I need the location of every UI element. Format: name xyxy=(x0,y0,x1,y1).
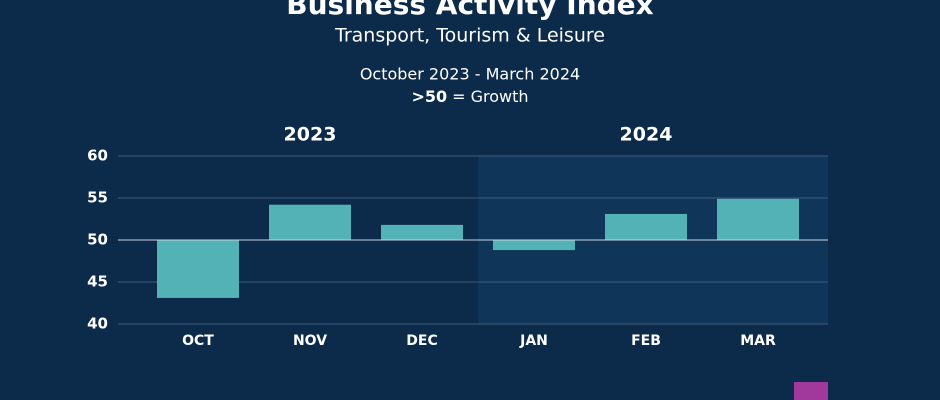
marks: OCT NOV DEC JAN FEB MAR xyxy=(118,198,828,349)
bar xyxy=(605,213,687,240)
x-tick-label: DEC xyxy=(406,333,437,349)
logo xyxy=(794,382,828,400)
x-tick-label: MAR xyxy=(740,333,776,349)
bar xyxy=(493,240,575,251)
chart-title: Business Activity Index xyxy=(286,0,653,21)
y-tick-label: 55 xyxy=(87,189,108,207)
x-tick-label: JAN xyxy=(519,333,548,349)
group-label: 2024 xyxy=(620,124,673,146)
x-tick-label: NOV xyxy=(293,333,327,349)
period: October 2023 - March 2024 xyxy=(360,65,580,84)
bar xyxy=(717,198,799,240)
note-rest: = Growth xyxy=(452,87,528,106)
chart-subtitle: Transport, Tourism & Leisure xyxy=(334,25,605,47)
growth-note: >50 = Growth xyxy=(411,87,528,106)
bar xyxy=(157,240,239,298)
bar xyxy=(269,204,351,240)
note-bold: >50 xyxy=(411,87,447,106)
bar xyxy=(381,224,463,240)
x-tick-label: OCT xyxy=(182,333,214,349)
y-tick-label: 60 xyxy=(87,147,108,165)
y-tick-label: 40 xyxy=(87,315,108,333)
x-tick-label: FEB xyxy=(631,333,661,349)
y-tick-label: 50 xyxy=(87,231,108,249)
group-label: 2023 xyxy=(284,124,337,146)
y-tick-label: 45 xyxy=(87,273,108,291)
